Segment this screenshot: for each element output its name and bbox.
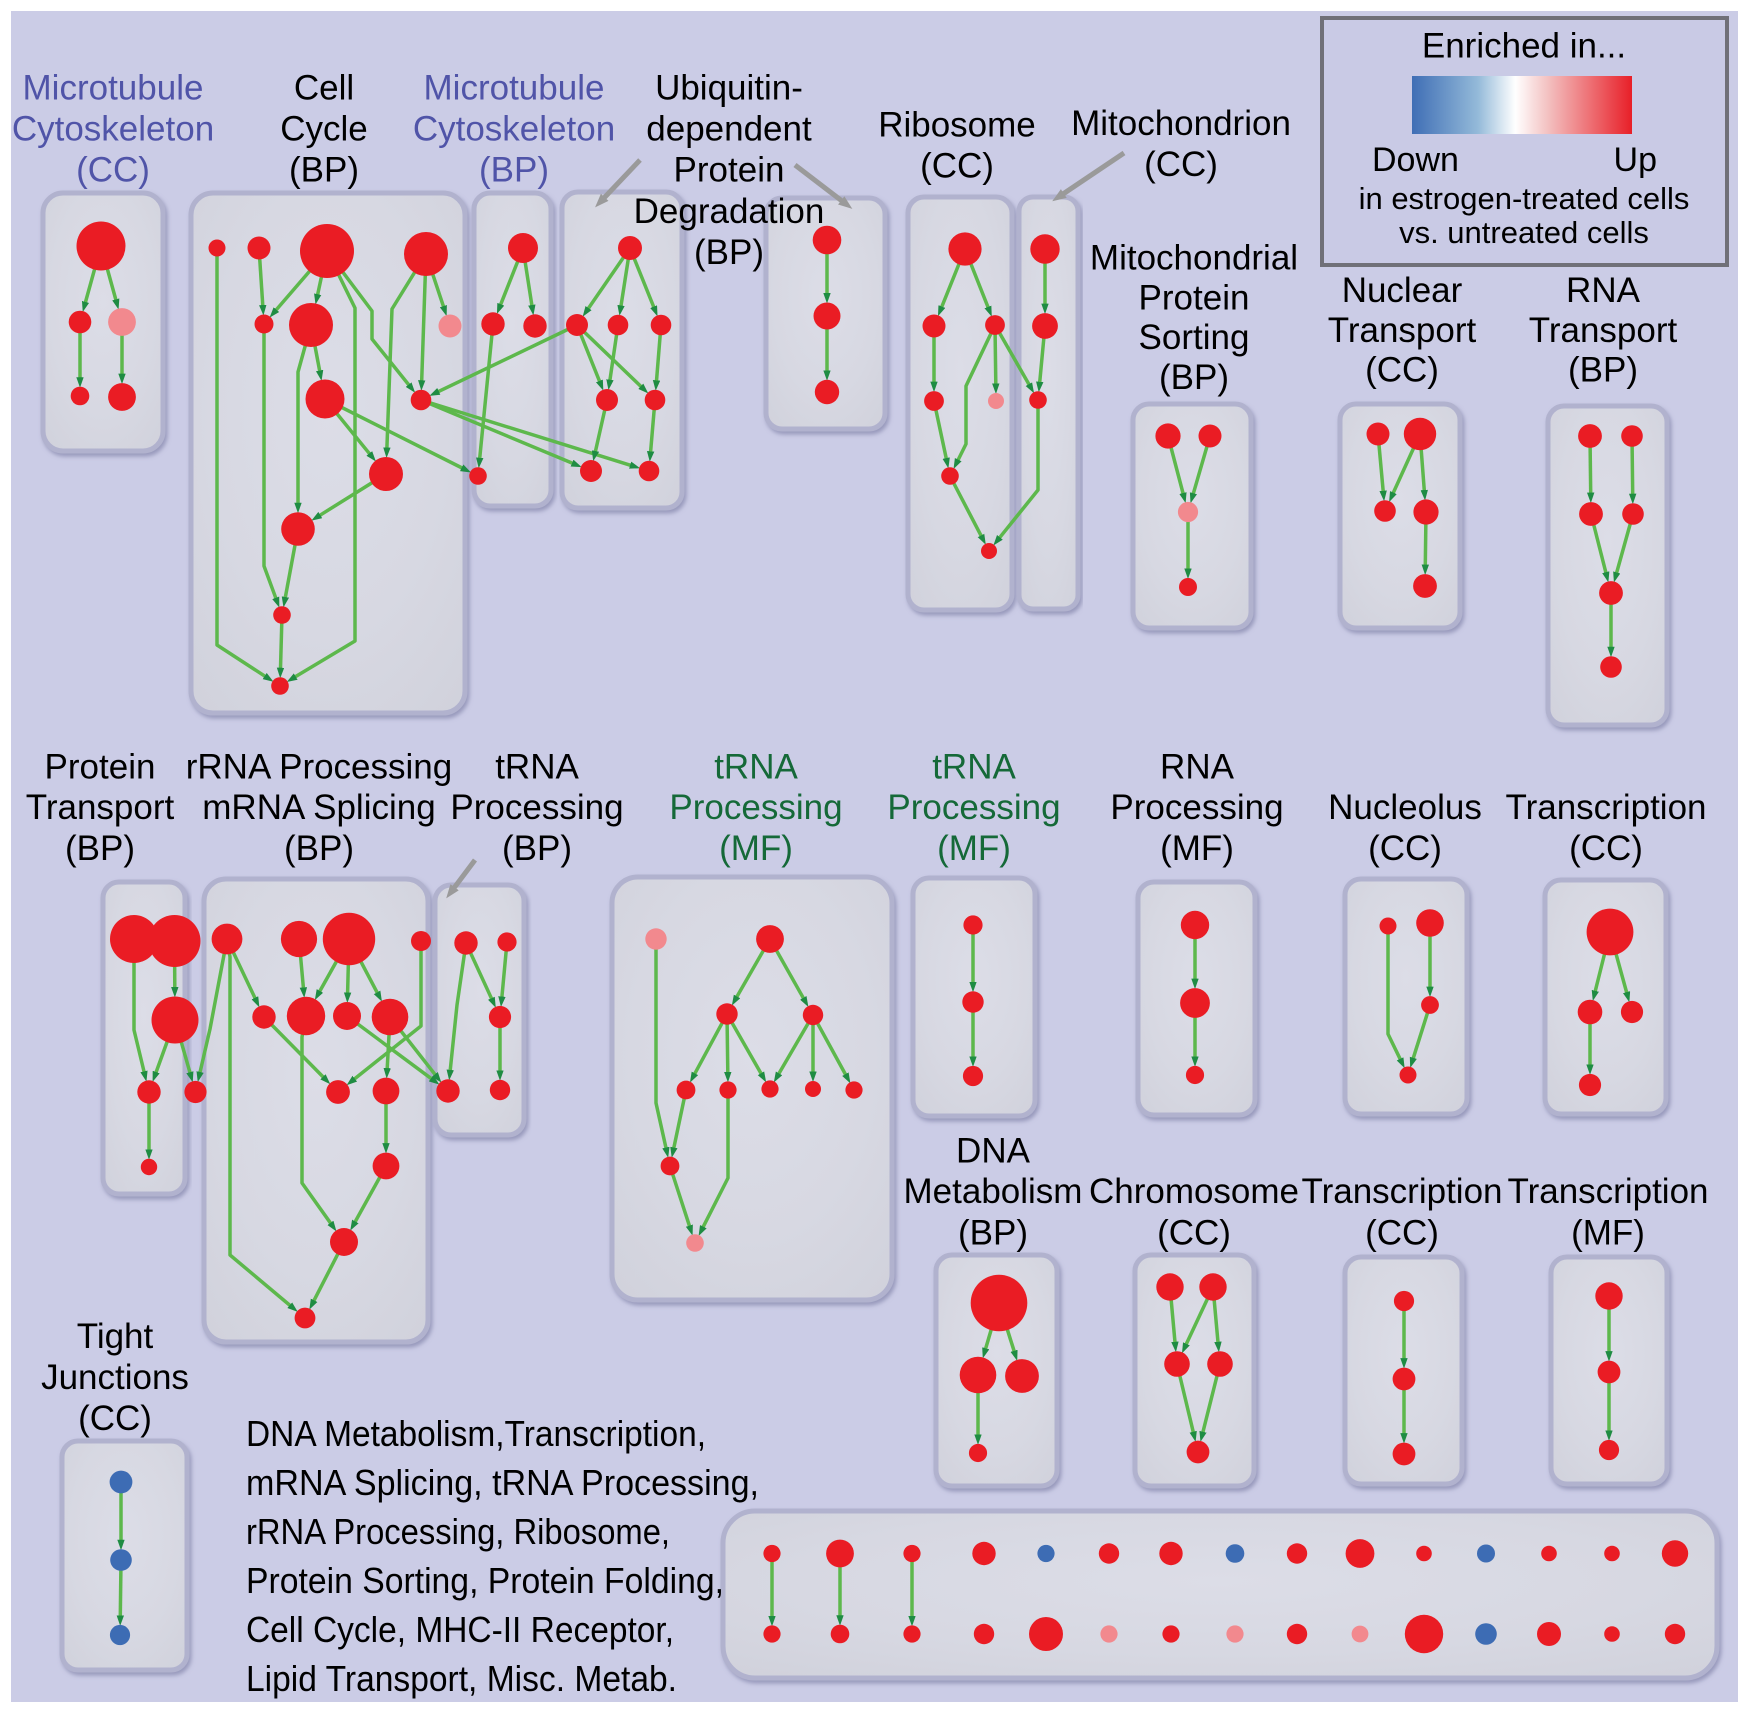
svg-text:(BP): (BP): [284, 829, 354, 868]
svg-text:(CC): (CC): [920, 146, 994, 185]
svg-text:Transcription: Transcription: [1508, 1172, 1709, 1211]
svg-text:Mitochondrion: Mitochondrion: [1071, 104, 1291, 143]
svg-text:Sorting: Sorting: [1139, 318, 1250, 357]
svg-text:Protein: Protein: [1139, 278, 1250, 317]
svg-text:Transport: Transport: [1529, 311, 1678, 350]
svg-text:Chromosome: Chromosome: [1089, 1172, 1299, 1211]
svg-text:mRNA Splicing, tRNA Processing: mRNA Splicing, tRNA Processing,: [246, 1462, 759, 1503]
svg-text:Cycle: Cycle: [280, 110, 368, 149]
svg-text:RNA: RNA: [1566, 271, 1641, 310]
svg-text:(BP): (BP): [1159, 358, 1229, 397]
svg-text:Down: Down: [1372, 141, 1459, 179]
svg-text:Protein: Protein: [45, 747, 156, 786]
svg-text:(BP): (BP): [289, 151, 359, 190]
svg-text:(BP): (BP): [479, 151, 549, 190]
svg-text:(BP): (BP): [65, 829, 135, 868]
svg-text:(CC): (CC): [1365, 1213, 1439, 1252]
svg-text:Enriched in...: Enriched in...: [1422, 27, 1626, 66]
svg-text:Tight: Tight: [77, 1317, 154, 1356]
svg-text:(CC): (CC): [78, 1399, 152, 1438]
svg-text:RNA: RNA: [1160, 747, 1235, 786]
svg-text:Transcription: Transcription: [1506, 788, 1707, 827]
svg-text:Transcription: Transcription: [1302, 1172, 1503, 1211]
svg-text:Cell Cycle, MHC-II Receptor,: Cell Cycle, MHC-II Receptor,: [246, 1609, 674, 1650]
svg-text:Protein: Protein: [674, 151, 785, 190]
svg-text:in estrogen-treated cells: in estrogen-treated cells: [1359, 181, 1690, 216]
svg-text:Junctions: Junctions: [41, 1358, 189, 1397]
svg-text:(CC): (CC): [1368, 829, 1442, 868]
svg-text:tRNA: tRNA: [714, 747, 798, 786]
svg-text:(BP): (BP): [958, 1213, 1028, 1252]
svg-text:tRNA: tRNA: [932, 747, 1016, 786]
svg-text:vs. untreated cells: vs. untreated cells: [1399, 215, 1649, 250]
svg-text:(BP): (BP): [694, 233, 764, 272]
svg-text:(CC): (CC): [1365, 351, 1439, 390]
svg-text:(CC): (CC): [1157, 1213, 1231, 1252]
svg-text:mRNA Splicing: mRNA Splicing: [202, 788, 435, 827]
svg-text:Ubiquitin-: Ubiquitin-: [655, 68, 803, 107]
svg-text:(BP): (BP): [502, 829, 572, 868]
svg-text:(CC): (CC): [76, 151, 150, 190]
svg-text:Cell: Cell: [294, 68, 354, 107]
svg-text:Processing: Processing: [887, 788, 1060, 827]
svg-text:Ribosome: Ribosome: [878, 106, 1036, 145]
svg-text:dependent: dependent: [646, 110, 812, 149]
svg-text:rRNA Processing, Ribosome,: rRNA Processing, Ribosome,: [246, 1511, 670, 1552]
svg-text:Processing: Processing: [669, 788, 842, 827]
svg-text:(MF): (MF): [1571, 1213, 1645, 1252]
svg-text:Protein Sorting, Protein Foldi: Protein Sorting, Protein Folding,: [246, 1560, 724, 1601]
svg-text:Lipid Transport, Misc. Metab.: Lipid Transport, Misc. Metab.: [246, 1658, 677, 1699]
svg-text:(CC): (CC): [1569, 829, 1643, 868]
svg-text:(BP): (BP): [1568, 351, 1638, 390]
svg-text:(MF): (MF): [719, 829, 793, 868]
svg-text:(MF): (MF): [1160, 829, 1234, 868]
svg-text:(MF): (MF): [937, 829, 1011, 868]
svg-text:Nuclear: Nuclear: [1342, 271, 1463, 310]
svg-text:Microtubule: Microtubule: [23, 68, 204, 107]
svg-text:tRNA: tRNA: [495, 747, 579, 786]
svg-text:(CC): (CC): [1144, 145, 1218, 184]
svg-text:Metabolism: Metabolism: [904, 1172, 1083, 1211]
svg-text:Processing: Processing: [450, 788, 623, 827]
svg-text:Nucleolus: Nucleolus: [1328, 788, 1482, 827]
svg-text:DNA: DNA: [956, 1132, 1031, 1171]
svg-text:Transport: Transport: [26, 788, 175, 827]
svg-text:Up: Up: [1614, 141, 1657, 179]
svg-text:Processing: Processing: [1110, 788, 1283, 827]
svg-text:Cytoskeleton: Cytoskeleton: [12, 110, 214, 149]
svg-text:Transport: Transport: [1328, 311, 1477, 350]
svg-text:Microtubule: Microtubule: [424, 68, 605, 107]
svg-text:Mitochondrial: Mitochondrial: [1090, 238, 1298, 277]
svg-text:rRNA Processing: rRNA Processing: [186, 747, 452, 786]
svg-text:Cytoskeleton: Cytoskeleton: [413, 110, 615, 149]
svg-text:DNA Metabolism,Transcription,: DNA Metabolism,Transcription,: [246, 1413, 706, 1454]
svg-text:Degradation: Degradation: [634, 192, 825, 231]
